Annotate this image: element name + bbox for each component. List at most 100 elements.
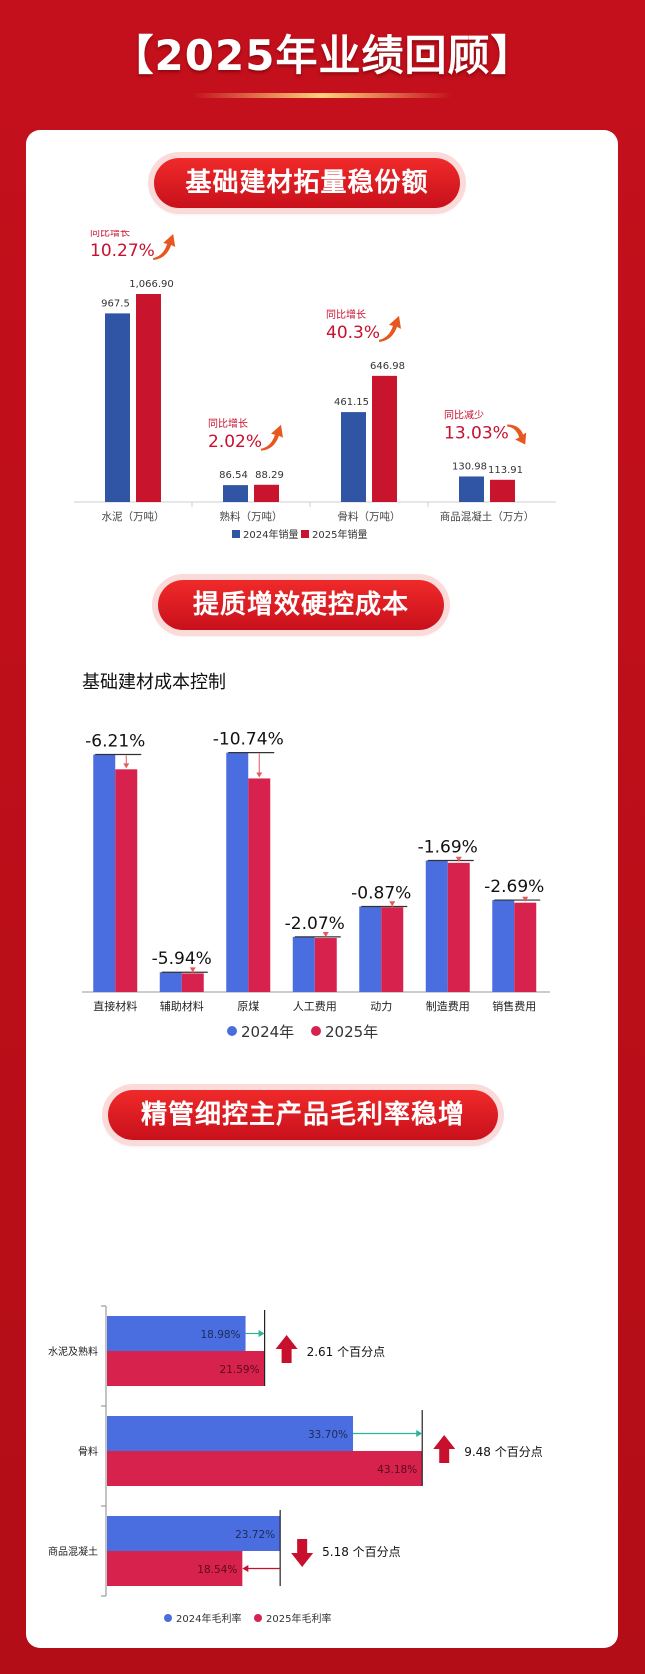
bar-2025 xyxy=(514,902,537,992)
legend-swatch-2024 xyxy=(227,1026,237,1036)
category-label: 动力 xyxy=(370,1000,392,1013)
data-label-2024: 130.98 xyxy=(452,461,487,472)
data-label-2025: 18.54% xyxy=(197,1564,237,1576)
bar-2024 xyxy=(492,900,515,992)
bar-2024 xyxy=(93,754,116,992)
annotation-value: 10.27% xyxy=(90,241,155,261)
data-label-2025: 646.98 xyxy=(370,361,405,372)
bar-2024 xyxy=(341,412,366,502)
change-label: -5.94% xyxy=(152,949,212,969)
cost-chart-title: 基础建材成本控制 xyxy=(82,672,226,693)
bar-2024 xyxy=(159,972,182,992)
data-label-2024: 86.54 xyxy=(219,470,248,481)
title-underline xyxy=(192,93,452,98)
legend-label-2025: 2025年销量 xyxy=(312,528,367,541)
bar-2025 xyxy=(254,484,279,502)
change-label: 9.48 个百分点 xyxy=(464,1445,543,1459)
change-arrow-head xyxy=(242,1565,249,1572)
category-label: 熟料（万吨） xyxy=(220,510,283,523)
bar-2024 xyxy=(107,1416,354,1451)
bar-2024 xyxy=(107,1516,281,1551)
legend-swatch-2025 xyxy=(311,1026,321,1036)
change-arrow-head xyxy=(256,772,263,778)
change-label: 5.18 个百分点 xyxy=(322,1545,401,1559)
legend-swatch-2024 xyxy=(232,530,240,538)
legend-label-2024: 2024年销量 xyxy=(243,528,298,541)
bar-2025 xyxy=(136,294,161,502)
category-label: 辅助材料 xyxy=(160,999,204,1013)
bar-2024 xyxy=(226,752,249,992)
annotation-value: 13.03% xyxy=(444,423,509,443)
bar-2024 xyxy=(107,1316,246,1351)
annotation-label: 同比增长 xyxy=(90,230,130,239)
bar-2024 xyxy=(105,313,130,502)
change-label: -2.07% xyxy=(285,914,345,934)
change-label: -1.69% xyxy=(418,838,478,858)
bar-2025 xyxy=(490,479,515,502)
change-arrow-head xyxy=(416,1430,423,1437)
cost-control-chart: -6.21% 直接材料 -5.94% 辅助材料 -10.74% 原煤 -2.07% 人工费用 -… xyxy=(82,730,550,1041)
bar-2025 xyxy=(248,778,271,992)
trend-down-icon xyxy=(507,424,527,445)
sales-volume-chart: 967.5 1,066.90 水泥（万吨） 同比增长 10.27% 86.54 88.29 熟… xyxy=(74,230,556,541)
data-label-2025: 113.91 xyxy=(488,465,523,476)
legend-label-2024: 2024年毛利率 xyxy=(176,1612,241,1625)
change-arrow-head xyxy=(455,856,462,862)
bar-2025 xyxy=(314,938,337,992)
page-title: 【2025年业绩回顾】 xyxy=(111,31,534,80)
change-arrow-head xyxy=(123,763,130,769)
data-label-2024: 967.5 xyxy=(101,298,130,309)
legend-swatch-2025 xyxy=(254,1614,262,1622)
section-banner-volume: 基础建材拓量稳份额 xyxy=(154,158,460,208)
data-label-2025: 21.59% xyxy=(220,1364,260,1376)
bar-2025 xyxy=(107,1451,423,1486)
bar-2025 xyxy=(372,375,397,502)
increase-arrow-icon xyxy=(433,1435,456,1463)
change-arrow-head xyxy=(522,896,529,902)
category-label: 水泥及熟料 xyxy=(48,1345,98,1358)
change-arrow-head xyxy=(389,901,396,907)
legend-label-2025: 2025年毛利率 xyxy=(266,1612,331,1625)
legend-swatch-2024 xyxy=(164,1614,172,1622)
legend-label-2025: 2025年 xyxy=(325,1023,378,1041)
category-label: 制造费用 xyxy=(426,999,470,1013)
category-label: 骨料（万吨） xyxy=(338,510,401,523)
change-label: -0.87% xyxy=(351,884,411,904)
increase-arrow-icon xyxy=(275,1335,298,1363)
data-label-2025: 88.29 xyxy=(255,470,284,481)
change-arrow-head xyxy=(189,967,196,973)
bar-2025 xyxy=(107,1351,265,1386)
change-label: -2.69% xyxy=(484,877,544,897)
legend-label-2024: 2024年 xyxy=(241,1023,294,1041)
bar-2024 xyxy=(425,860,448,992)
trend-up-icon xyxy=(261,424,283,451)
category-label: 商品混凝土（万方） xyxy=(440,510,535,523)
category-label: 销售费用 xyxy=(492,999,536,1013)
category-label: 人工费用 xyxy=(293,1000,337,1013)
annotation-label: 同比增长 xyxy=(326,308,366,321)
section-banner-margin: 精管细控主产品毛利率稳增 xyxy=(108,1090,498,1140)
trend-up-icon xyxy=(153,234,176,260)
change-arrow-head xyxy=(322,932,329,938)
bar-2024 xyxy=(223,485,248,502)
change-label: 2.61 个百分点 xyxy=(307,1345,386,1359)
change-label: -6.21% xyxy=(85,732,145,752)
content-card: 基础建材拓量稳份额 967.5 1,066.90 水泥（万吨） 同比增长 10.27% 8… xyxy=(26,130,618,1648)
bar-2025 xyxy=(447,862,470,992)
data-label-2025: 43.18% xyxy=(377,1464,417,1476)
bar-2025 xyxy=(107,1551,243,1586)
data-label-2024: 18.98% xyxy=(201,1329,241,1341)
category-label: 商品混凝土 xyxy=(48,1545,98,1558)
data-label-2024: 33.70% xyxy=(308,1429,348,1441)
trend-up-icon xyxy=(379,315,401,342)
legend-swatch-2025 xyxy=(301,530,309,538)
change-arrow-head xyxy=(258,1330,265,1337)
annotation-value: 2.02% xyxy=(208,432,262,452)
annotation-label: 同比增长 xyxy=(208,417,248,430)
annotation-value: 40.3% xyxy=(326,323,380,343)
bar-2025 xyxy=(381,907,404,992)
annotation-label: 同比减少 xyxy=(444,409,484,421)
change-label: -10.74% xyxy=(213,730,284,750)
category-label: 水泥（万吨） xyxy=(102,510,165,523)
